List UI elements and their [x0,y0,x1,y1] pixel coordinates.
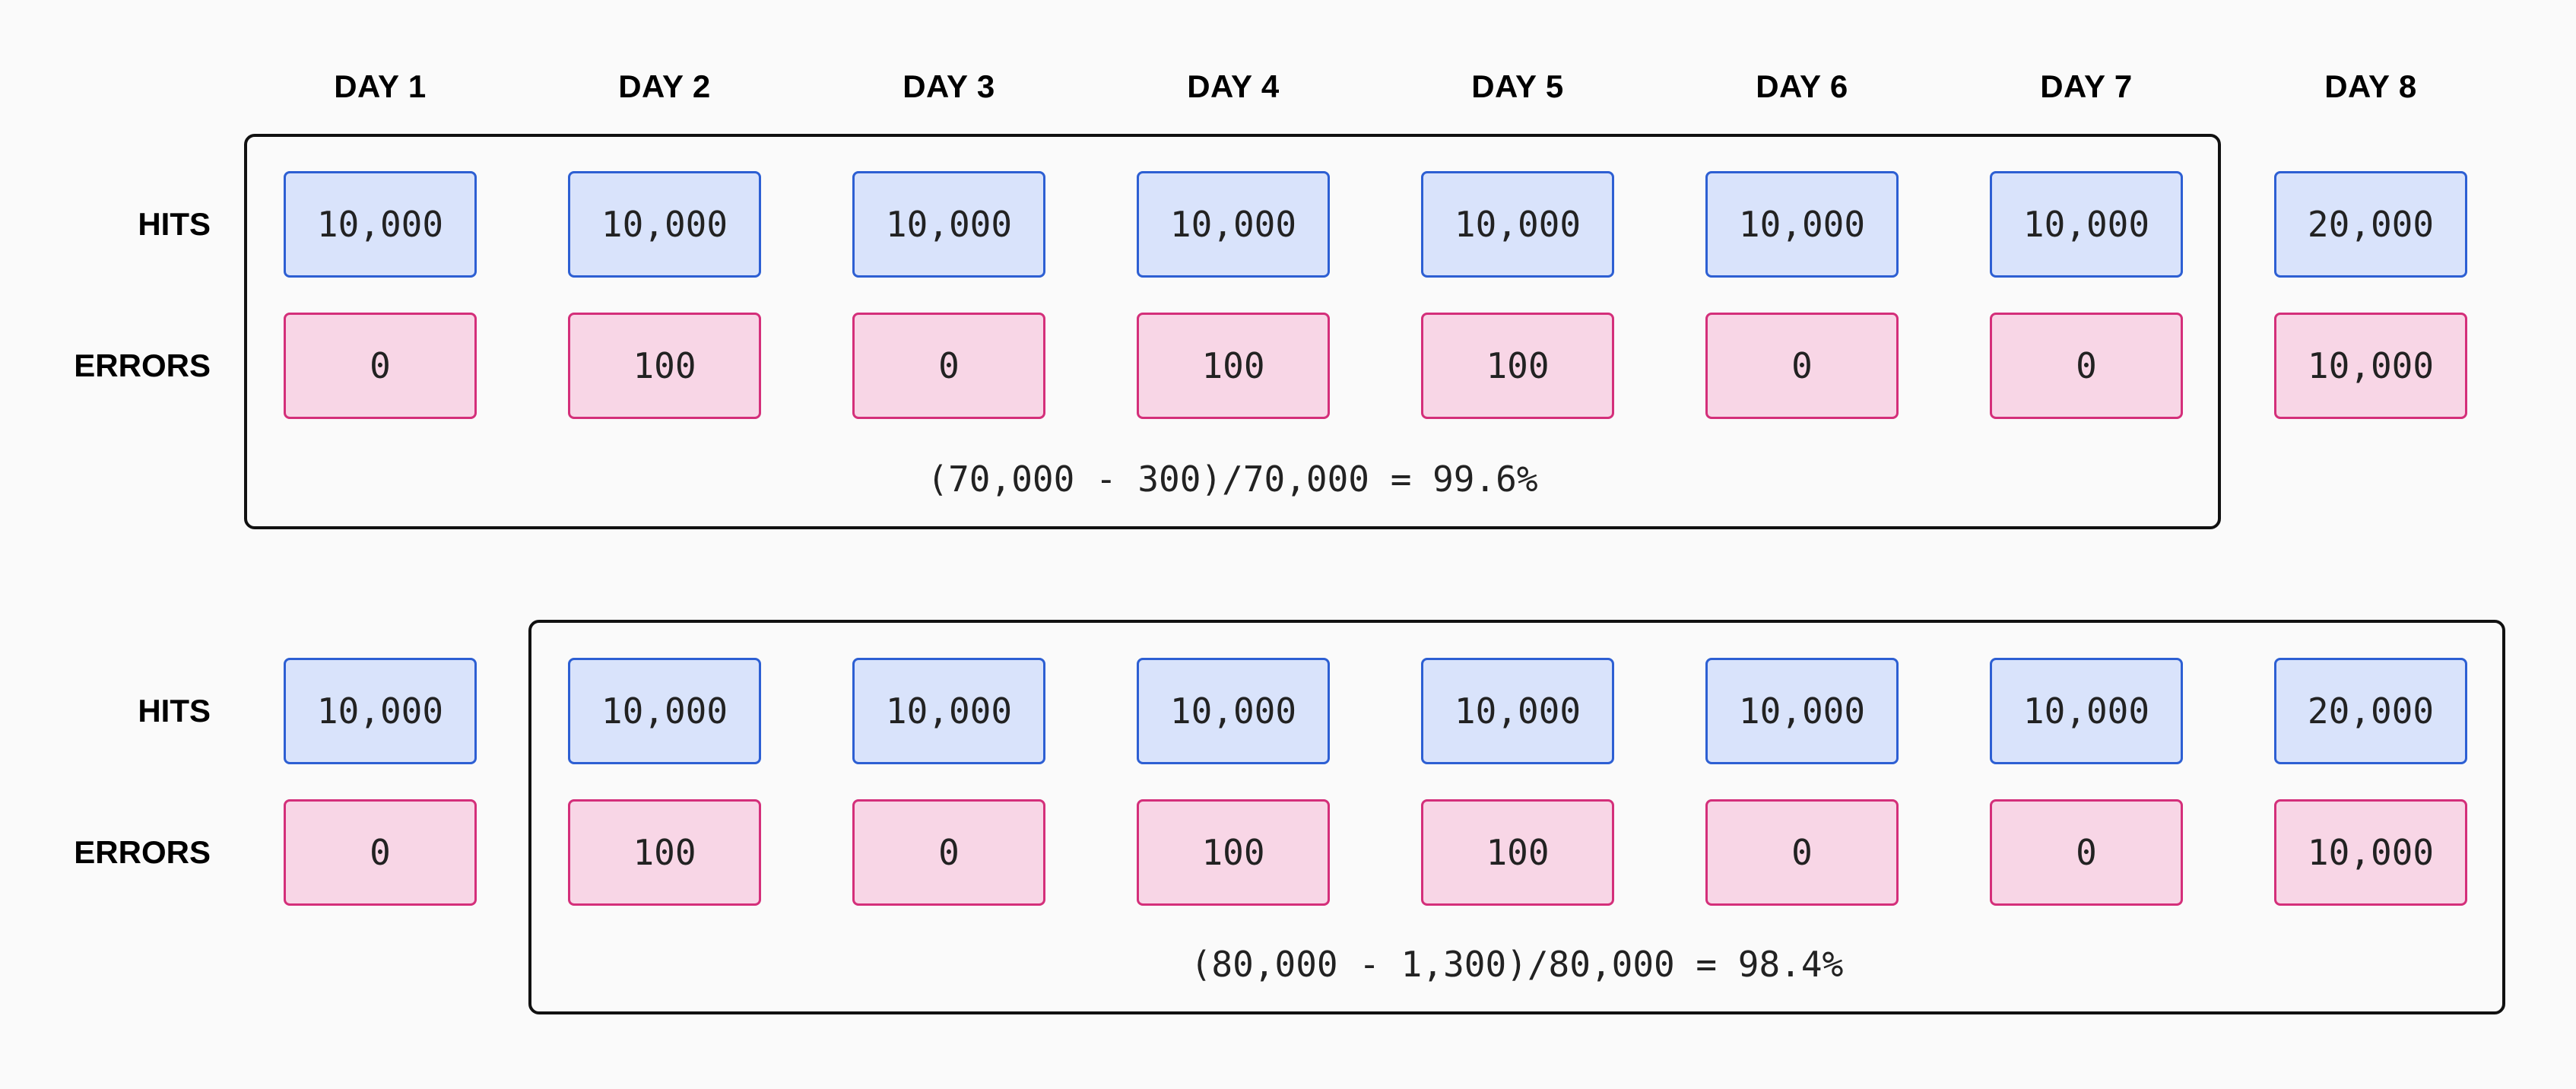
day-header-3: DAY 3 [903,68,995,104]
hits-cell-day-4: 10,000 [1137,658,1330,764]
hits-cell-day-6: 10,000 [1705,171,1899,278]
errors-row-label: ERRORS [74,834,211,870]
errors-cell-day-5: 100 [1421,799,1614,906]
errors-cell-day-4: 100 [1137,799,1330,906]
errors-cell-day-2: 100 [568,799,761,906]
errors-cell-day-4: 100 [1137,313,1330,419]
errors-cell-day-8: 10,000 [2274,799,2467,906]
errors-cell-day-5: 100 [1421,313,1614,419]
hits-row-label: HITS [138,693,211,729]
errors-cell-day-8: 10,000 [2274,313,2467,419]
errors-cell-day-1: 0 [284,799,477,906]
hits-cell-day-8: 20,000 [2274,658,2467,764]
day-header-8: DAY 8 [2324,68,2417,104]
errors-cell-day-6: 0 [1705,313,1899,419]
hits-cell-day-8: 20,000 [2274,171,2467,278]
day-header-5: DAY 5 [1471,68,1564,104]
errors-cell-day-2: 100 [568,313,761,419]
errors-cell-day-7: 0 [1990,313,2183,419]
hits-cell-day-1: 10,000 [284,658,477,764]
errors-cell-day-3: 0 [852,799,1045,906]
hits-cell-day-3: 10,000 [852,658,1045,764]
hits-row-label: HITS [138,206,211,242]
hits-cell-day-3: 10,000 [852,171,1045,278]
hits-cell-day-5: 10,000 [1421,171,1614,278]
hits-cell-day-2: 10,000 [568,658,761,764]
day-header-2: DAY 2 [618,68,711,104]
errors-cell-day-6: 0 [1705,799,1899,906]
window-2-formula: (80,000 - 1,300)/80,000 = 98.4% [1190,944,1844,985]
hits-cell-day-5: 10,000 [1421,658,1614,764]
hits-cell-day-7: 10,000 [1990,171,2183,278]
hits-cell-day-6: 10,000 [1705,658,1899,764]
day-header-4: DAY 4 [1187,68,1280,104]
hits-cell-day-4: 10,000 [1137,171,1330,278]
hits-cell-day-2: 10,000 [568,171,761,278]
day-header-1: DAY 1 [334,68,427,104]
errors-cell-day-1: 0 [284,313,477,419]
window-2 [528,620,2505,1014]
day-header-6: DAY 6 [1756,68,1848,104]
errors-cell-day-7: 0 [1990,799,2183,906]
errors-row-label: ERRORS [74,348,211,383]
window-1 [244,134,2221,529]
window-1-formula: (70,000 - 300)/70,000 = 99.6% [927,459,1538,500]
hits-cell-day-7: 10,000 [1990,658,2183,764]
hits-cell-day-1: 10,000 [284,171,477,278]
day-header-7: DAY 7 [2040,68,2133,104]
errors-cell-day-3: 0 [852,313,1045,419]
